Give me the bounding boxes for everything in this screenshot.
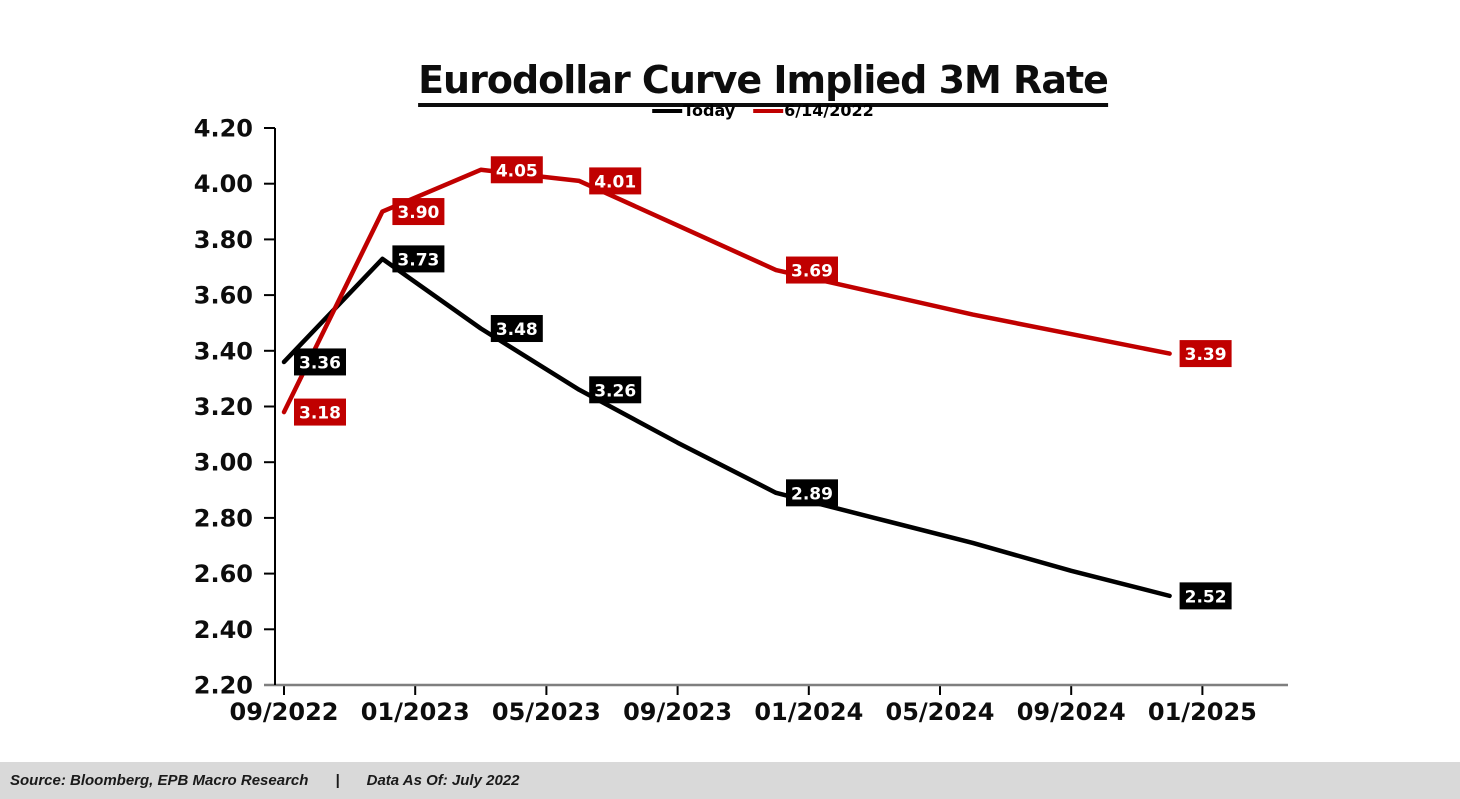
x-axis-tick-label: 09/2024 (1017, 698, 1126, 726)
footer-data-as-of-text: Data As Of: July 2022 (366, 772, 520, 789)
series-line-1 (281, 167, 1172, 415)
y-axis-tick-label: 3.20 (194, 393, 253, 421)
data-label: 4.01 (594, 172, 636, 192)
y-axis-tick-label: 2.40 (194, 616, 253, 644)
series-line-0 (281, 256, 1172, 599)
legend-label-today: Today (683, 101, 736, 120)
data-label: 3.73 (397, 250, 439, 270)
data-label: 3.69 (791, 262, 833, 282)
x-axis-tick-label: 01/2023 (361, 698, 470, 726)
data-label-box (490, 156, 543, 184)
x-axis-tick-label: 05/2024 (886, 698, 995, 726)
y-axis-tick-label: 3.60 (194, 282, 253, 310)
chart-legend: Today 6/14/2022 (652, 101, 874, 120)
legend-item-6-14-2022: 6/14/2022 (753, 101, 874, 120)
data-label: 2.89 (791, 484, 833, 504)
data-label: 4.05 (496, 161, 538, 181)
y-axis-tick-label: 4.00 (194, 170, 253, 198)
x-axis-tick-label: 01/2024 (754, 698, 863, 726)
data-label: 3.26 (594, 381, 636, 401)
legend-line-swatch-black (652, 108, 683, 113)
x-axis-tick-label: 01/2025 (1148, 698, 1257, 726)
data-label-box (392, 198, 445, 226)
data-label: 2.52 (1185, 587, 1227, 607)
y-axis-tick-label: 3.00 (194, 449, 253, 477)
data-label-box (490, 315, 543, 343)
footer-separator: | (335, 772, 340, 789)
page-title: Eurodollar Curve Implied 3M Rate (418, 58, 1109, 108)
data-label: 3.48 (496, 320, 538, 340)
data-label: 3.18 (299, 404, 341, 424)
data-label-box (294, 398, 346, 426)
x-axis-tick-label: 05/2023 (492, 698, 601, 726)
x-axis-tick-label: 09/2022 (230, 698, 339, 726)
y-axis-tick-label: 2.80 (194, 504, 253, 532)
data-label-box (1179, 582, 1232, 610)
footer-source-text: Source: Bloomberg, EPB Macro Research (10, 772, 309, 789)
legend-label-6-14-2022: 6/14/2022 (784, 101, 874, 120)
data-label: 3.36 (299, 353, 341, 373)
data-label-box (786, 479, 838, 507)
x-axis-tick-label: 09/2023 (623, 698, 732, 726)
data-label-box (589, 376, 642, 404)
data-label-box (392, 245, 445, 273)
y-axis-tick-label: 2.20 (194, 672, 253, 700)
data-label-box (1179, 340, 1232, 368)
line-chart-canvas: 4.20 4.00 3.80 3.60 3.40 3.20 3.00 2.80 2.60 2.40… (194, 115, 1288, 726)
legend-line-swatch-red (753, 108, 784, 113)
page-title-text: Eurodollar Curve Implied 3M Rate (418, 58, 1109, 108)
data-label: 3.90 (397, 203, 439, 223)
data-label-box (786, 256, 838, 284)
legend-item-today: Today (652, 101, 735, 120)
data-label-box (589, 167, 642, 195)
footer-bar: Source: Bloomberg, EPB Macro Research | … (0, 762, 1460, 799)
y-axis-tick-label: 4.20 (194, 115, 253, 143)
data-label: 3.39 (1185, 345, 1227, 365)
y-axis-tick-label: 3.40 (194, 337, 253, 365)
data-label-box (294, 348, 346, 376)
y-axis-tick-label: 2.60 (194, 560, 253, 588)
y-axis-tick-label: 3.80 (194, 226, 253, 254)
